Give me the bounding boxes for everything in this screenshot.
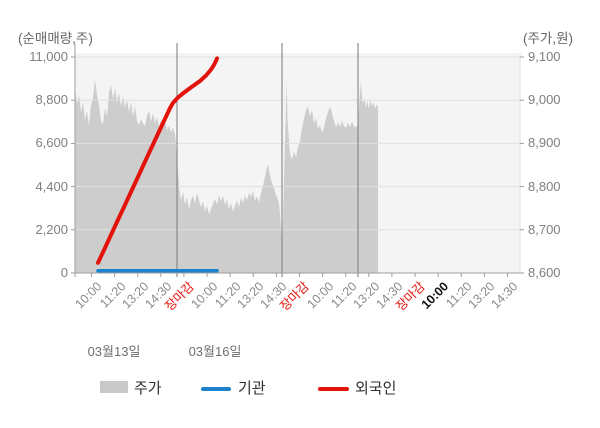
date-label: 03월16일 bbox=[188, 344, 242, 359]
right-axis-tick-label: 8,800 bbox=[528, 179, 561, 194]
series-외국인 bbox=[96, 56, 219, 265]
right-axis-tick-label: 9,000 bbox=[528, 92, 561, 107]
right-axis-tick-label: 8,700 bbox=[528, 222, 561, 237]
left-axis-tick-label: 2,200 bbox=[35, 222, 68, 237]
left-axis-tick-label: 11,000 bbox=[29, 49, 68, 64]
right-axis-tick-label: 8,900 bbox=[528, 135, 561, 150]
left-axis-title: (순매매량,주) bbox=[18, 31, 93, 46]
left-axis-tick-label: 8,800 bbox=[35, 92, 68, 107]
left-axis-tick-label: 6,600 bbox=[35, 135, 68, 150]
date-label: 03월13일 bbox=[87, 344, 141, 359]
right-axis-tick-label: 8,600 bbox=[528, 265, 561, 280]
left-axis-tick-label: 0 bbox=[60, 265, 68, 280]
right-axis-title: (주가,원) bbox=[522, 31, 573, 46]
price-area bbox=[75, 79, 378, 273]
right-axis-tick-label: 9,100 bbox=[528, 49, 561, 64]
left-axis-tick-label: 4,400 bbox=[35, 179, 68, 194]
